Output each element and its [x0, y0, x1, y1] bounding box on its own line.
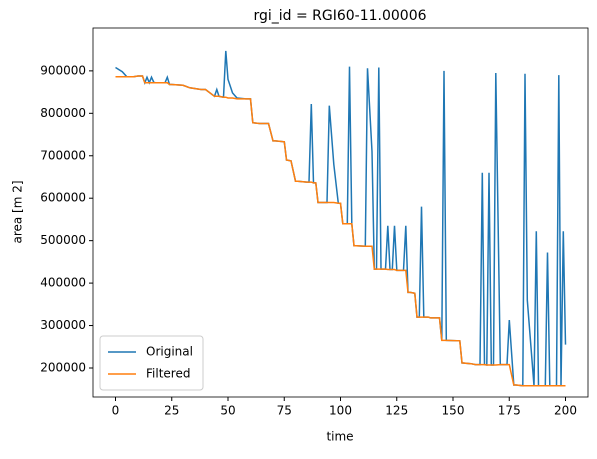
x-tick-label: 25 [164, 404, 179, 418]
x-tick-label: 0 [112, 404, 120, 418]
x-tick-label: 125 [385, 404, 408, 418]
legend-label: Original [146, 345, 193, 359]
x-tick-label: 75 [277, 404, 292, 418]
x-tick-label: 175 [498, 404, 521, 418]
y-tick-label: 800000 [40, 106, 86, 120]
y-tick-label: 300000 [40, 318, 86, 332]
x-tick-label: 100 [329, 404, 352, 418]
chart-title: rgi_id = RGI60-11.00006 [253, 8, 426, 24]
plot-frame [92, 27, 589, 398]
x-tick-label: 200 [554, 404, 577, 418]
legend-box [99, 335, 204, 391]
y-tick-label: 900000 [40, 63, 86, 77]
x-axis-label: time [326, 430, 353, 444]
legend-label: Filtered [146, 367, 190, 381]
series-line [115, 75, 566, 387]
y-tick-label: 700000 [40, 148, 86, 162]
y-tick-label: 400000 [40, 276, 86, 290]
y-tick-label: 600000 [40, 191, 86, 205]
y-tick-label: 500000 [40, 233, 86, 247]
y-tick-label: 200000 [40, 360, 86, 374]
y-axis-label: area [m 2] [11, 180, 25, 243]
x-tick-label: 50 [220, 404, 235, 418]
x-tick-label: 150 [442, 404, 465, 418]
